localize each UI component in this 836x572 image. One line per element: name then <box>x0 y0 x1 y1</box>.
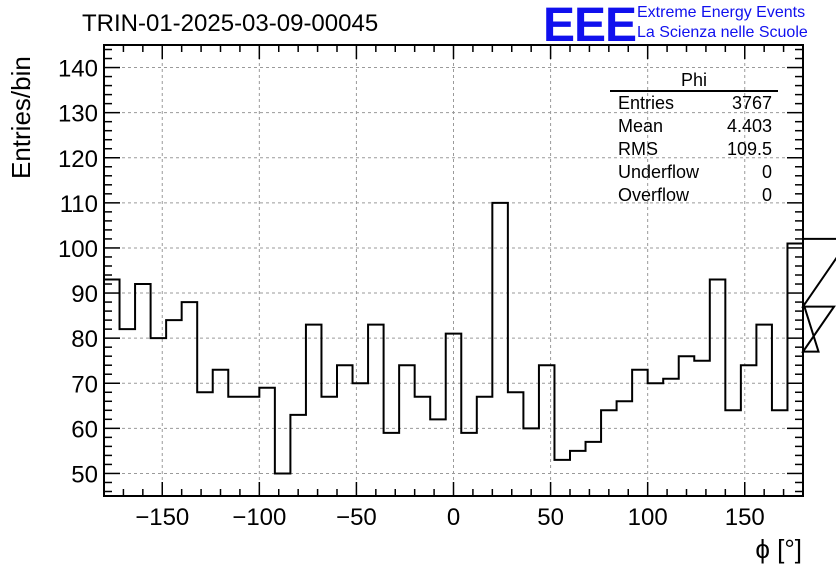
histogram-series <box>104 201 836 475</box>
y-tick-label: 110 <box>60 191 98 218</box>
stats-row-mean: Mean 4.403 <box>610 115 778 138</box>
x-tick-label: −100 <box>232 504 286 531</box>
y-tick-label: 120 <box>58 146 98 173</box>
stats-label: Overflow <box>618 185 690 205</box>
y-tick-label: 60 <box>71 416 98 443</box>
y-tick-label: 50 <box>71 461 98 488</box>
stats-value: 4.403 <box>726 116 772 136</box>
y-tick-label: 90 <box>71 281 98 308</box>
chart-title: TRIN-01-2025-03-09-00045 <box>82 10 379 37</box>
stats-row-entries: Entries 3767 <box>610 92 778 115</box>
stats-value: 0 <box>761 162 772 182</box>
stats-row-overflow: Overflow 0 <box>610 184 778 207</box>
stats-label: Underflow <box>618 162 700 182</box>
logo-line-1: Extreme Energy Events <box>637 4 806 21</box>
stats-box: Phi Entries 3767 Mean 4.403 RMS 109.5 Un… <box>610 70 778 207</box>
stats-label: Mean <box>618 116 664 136</box>
logo-line-2: La Scienza nelle Scuole <box>637 24 808 41</box>
eee-logo: EEE <box>543 0 637 52</box>
x-tick-label: 50 <box>537 504 564 531</box>
stats-label: RMS <box>618 139 658 159</box>
x-tick-label: 100 <box>628 504 668 531</box>
stats-row-underflow: Underflow 0 <box>610 161 778 184</box>
stats-value: 109.5 <box>726 139 772 159</box>
x-tick-label: −150 <box>135 504 189 531</box>
y-tick-label: 130 <box>58 101 98 128</box>
y-tick-label: 140 <box>58 56 98 83</box>
y-tick-label: 100 <box>58 236 98 263</box>
y-tick-label: 80 <box>71 326 98 353</box>
stats-value: 0 <box>761 185 772 205</box>
y-axis-label: Entries/bin <box>6 56 36 179</box>
stats-row-rms: RMS 109.5 <box>610 138 778 161</box>
x-tick-label: −50 <box>336 504 377 531</box>
y-tick-label: 70 <box>71 371 98 398</box>
x-axis-label: ϕ [°] <box>755 534 802 564</box>
x-tick-label: 150 <box>725 504 765 531</box>
stats-label: Entries <box>618 93 675 113</box>
stats-value: 3767 <box>731 93 772 113</box>
stats-name: Phi <box>610 70 778 92</box>
x-tick-label: 0 <box>447 504 460 531</box>
